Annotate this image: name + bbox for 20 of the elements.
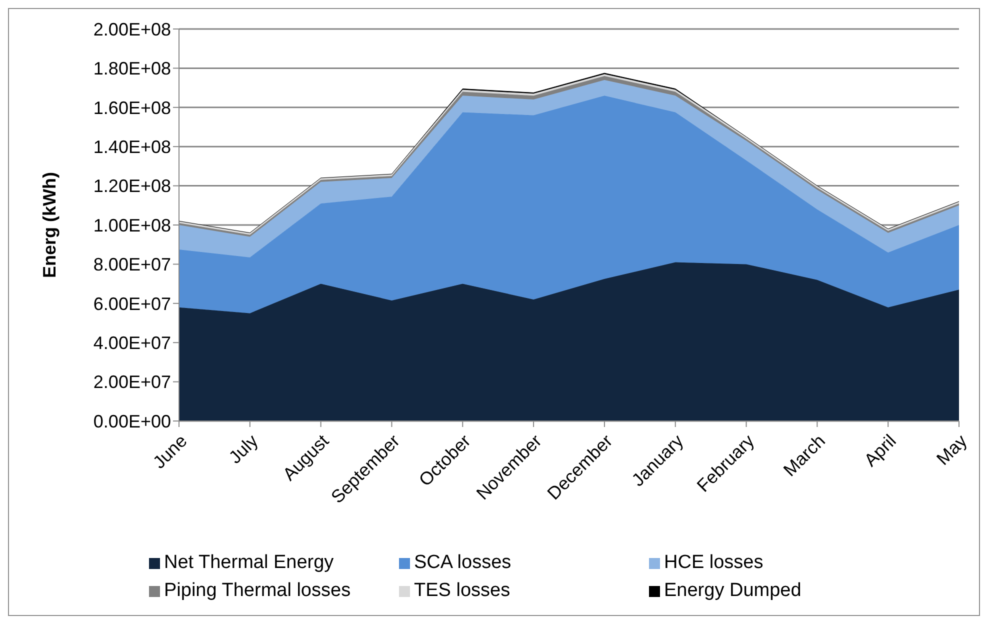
y-tick-label: 1.40E+08 <box>93 136 171 157</box>
y-tick-label: 2.00E+07 <box>93 372 171 392</box>
legend-label: HCE losses <box>664 551 764 575</box>
legend-label: Energy Dumped <box>664 579 802 603</box>
y-tick-label: 8.00E+07 <box>93 254 171 275</box>
x-tick-label: July <box>224 430 262 468</box>
legend-label: SCA losses <box>414 551 512 575</box>
y-axis-title: Energ (kWh) <box>39 172 60 278</box>
legend-label: TES losses <box>414 579 510 603</box>
y-tick-label: 2.00E+08 <box>93 19 171 40</box>
x-tick-label: May <box>932 430 971 469</box>
y-tick-label: 1.60E+08 <box>93 98 171 118</box>
y-tick-label: 6.00E+07 <box>93 294 171 314</box>
y-tick-label: 1.20E+08 <box>93 176 171 196</box>
legend-label: Net Thermal Energy <box>164 551 334 575</box>
y-tick-label: 4.00E+07 <box>93 332 171 353</box>
legend-label: Piping Thermal losses <box>164 579 351 603</box>
y-tick-label: 1.00E+08 <box>93 215 171 236</box>
y-tick-label: 1.80E+08 <box>93 58 171 79</box>
y-tick-label: 0.00E+00 <box>93 411 171 432</box>
